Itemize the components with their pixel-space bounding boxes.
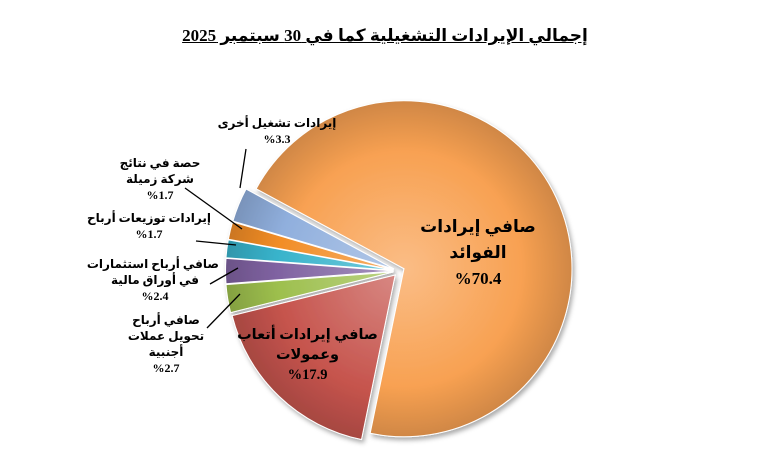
label-text-line: إيرادات تشغيل أخرى xyxy=(217,116,337,130)
label-text-line: حصة في نتائج xyxy=(119,156,201,170)
label-share-of-associate-company-results: حصة في نتائج شركة زميلة %1.7 xyxy=(110,155,210,203)
label-value: %1.7 xyxy=(135,227,163,241)
label-net-gains-on-securities-investments: صافي أرباح استثمارات في أوراق مالية %2.4 xyxy=(86,256,219,304)
label-value: %2.7 xyxy=(152,361,180,375)
label-text-line: صافي إيرادات xyxy=(420,217,536,236)
leader-lines xyxy=(184,148,247,329)
leader-line-dividends-income xyxy=(195,240,237,246)
label-dividends-income: إيرادات توزيعات أرباح %1.7 xyxy=(85,210,213,242)
label-net-fees-commissions-income: صافي إيرادات أتعاب وعمولات %17.9 xyxy=(235,325,380,385)
label-text-line: وعمولات xyxy=(275,347,340,363)
label-text-line: صافي أرباح xyxy=(132,313,200,327)
label-net-interest-income: صافي إيرادات الفوائد %70.4 xyxy=(396,214,560,292)
pie-slice-net-fees-commissions-income xyxy=(231,274,396,441)
label-text-line: صافي أرباح استثمارات xyxy=(86,257,219,271)
label-text-line: إيرادات توزيعات أرباح xyxy=(87,211,211,225)
label-text-line: في أوراق مالية xyxy=(111,273,199,287)
label-value: %70.4 xyxy=(454,269,502,288)
chart-title: إجمالي الإيرادات التشغيلية كما في 30 سبت… xyxy=(182,26,588,45)
label-text-line: الفوائد xyxy=(449,243,507,262)
pie-slice-net-gains-on-securities-investments xyxy=(225,257,394,285)
pie-slice-other-operating-revenues xyxy=(232,188,395,270)
pie-slice-net-foreign-currency-translation-gains xyxy=(225,271,394,314)
pie-slices xyxy=(225,100,573,441)
label-text-line: تحويل عملات xyxy=(127,329,205,343)
leader-line-net-gains-on-securities-investments xyxy=(209,267,239,285)
leader-line-net-foreign-currency-translation-gains xyxy=(206,293,241,329)
label-other-operating-revenues: إيرادات تشغيل أخرى %3.3 xyxy=(213,115,341,147)
pie-slice-net-interest-income xyxy=(255,100,573,438)
leader-line-other-operating-revenues xyxy=(239,148,247,189)
label-value: %2.4 xyxy=(141,289,169,303)
pie-slice-dividends-income xyxy=(225,239,394,271)
label-value: %17.9 xyxy=(287,367,328,383)
label-text-line: أجنبية xyxy=(148,345,184,359)
label-text-line: شركة زميلة xyxy=(126,172,194,186)
label-net-foreign-currency-translation-gains: صافي أرباح تحويل عملات أجنبية %2.7 xyxy=(116,312,216,376)
label-value: %1.7 xyxy=(146,188,174,202)
leader-line-share-of-associate-company-results xyxy=(184,187,243,230)
label-text-line: صافي إيرادات أتعاب xyxy=(237,327,378,343)
label-value: %3.3 xyxy=(263,132,291,146)
